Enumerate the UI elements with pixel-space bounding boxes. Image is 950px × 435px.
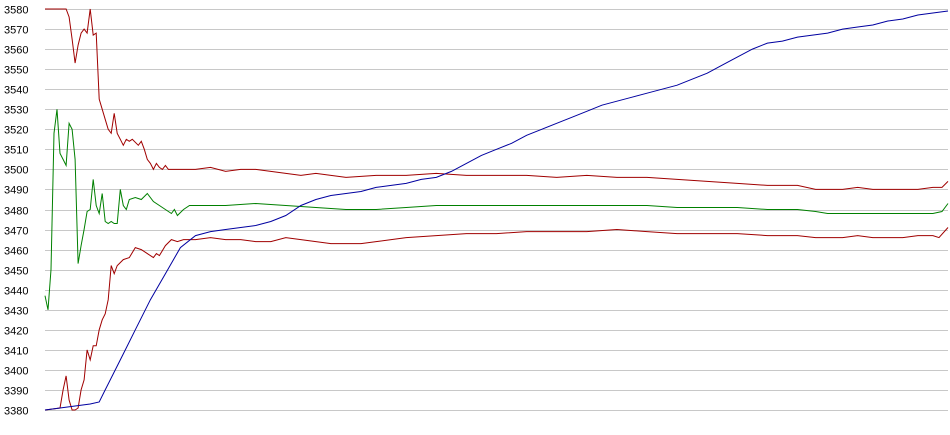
series-lines	[44, 8, 949, 411]
grid-lines	[45, 9, 948, 411]
y-tick-label: 3580	[4, 5, 28, 17]
y-tick-label: 3510	[4, 145, 28, 157]
y-axis-tick-labels: 3380 3390 3400 3410 3420 3430 3440 3450 3460 3470…	[4, 5, 28, 418]
y-tick-label: 3560	[4, 45, 28, 57]
y-tick-label: 3520	[4, 125, 28, 137]
series-line-4	[44, 10, 949, 411]
series-line-2	[44, 227, 949, 411]
series-line-1	[45, 8, 949, 190]
series-line-3	[44, 109, 949, 310]
y-tick-label: 3540	[4, 85, 28, 97]
y-tick-label: 3440	[4, 286, 28, 298]
y-tick-label: 3550	[4, 65, 28, 77]
y-tick-label: 3470	[4, 226, 28, 238]
y-tick-label: 3450	[4, 266, 28, 278]
y-tick-label: 3530	[4, 105, 28, 117]
y-tick-label: 3400	[4, 366, 28, 378]
y-tick-label: 3460	[4, 246, 28, 258]
y-tick-label: 3420	[4, 326, 28, 338]
y-tick-label: 3490	[4, 185, 28, 197]
y-tick-label: 3380	[4, 406, 28, 418]
y-tick-label: 3410	[4, 346, 28, 358]
y-tick-label: 3390	[4, 386, 28, 398]
y-tick-label: 3500	[4, 165, 28, 177]
y-tick-label: 3480	[4, 206, 28, 218]
y-tick-label: 3570	[4, 25, 28, 37]
y-tick-label: 3430	[4, 306, 28, 318]
